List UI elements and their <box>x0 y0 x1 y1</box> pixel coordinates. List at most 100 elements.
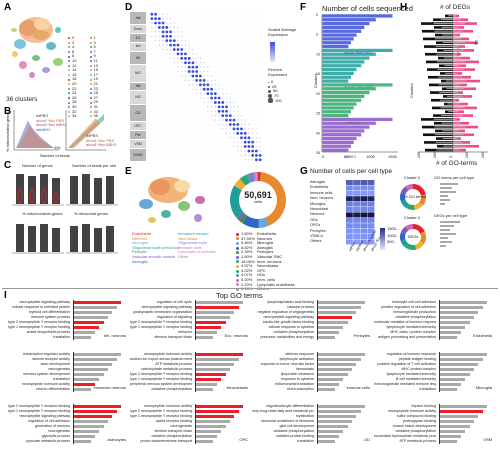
cluster-bar <box>322 121 376 125</box>
dotplot-dot <box>248 53 250 55</box>
dotplot-dot <box>218 13 220 15</box>
dotplot-dot <box>252 22 254 24</box>
dotplot-dot <box>173 31 175 33</box>
go-term-bar <box>195 383 218 387</box>
dotplot-dot <box>244 18 246 19</box>
dotplot-dot <box>228 123 232 126</box>
heatmap-cell <box>346 190 353 196</box>
dotplot-dot <box>181 35 183 37</box>
dotplot-dot <box>244 84 246 86</box>
dotplot-dot <box>248 31 250 33</box>
dotplot-dot <box>188 75 190 77</box>
dotplot-dot <box>151 102 153 103</box>
dotplot-dot <box>151 53 153 55</box>
go-subpanel-celltype: Exc. neurons <box>224 333 248 338</box>
dotplot-dot <box>214 53 216 55</box>
dotplot-dot <box>177 18 179 19</box>
go-term-bar <box>73 336 91 340</box>
go-per-type-title: GO-terms per cell type <box>434 175 475 180</box>
dotplot-dot <box>192 97 194 99</box>
dotplot-dot <box>244 71 246 72</box>
dotplot-dot <box>252 71 254 72</box>
dotplot-dot <box>162 66 164 68</box>
dotplot-dot <box>188 44 190 46</box>
dotplot-dot <box>226 137 227 139</box>
cluster-bar <box>322 33 357 37</box>
cluster-bar <box>322 140 354 145</box>
divider <box>2 288 498 289</box>
dotplot-dot <box>214 110 217 112</box>
dotplot-dot <box>155 146 156 147</box>
dotplot-dot <box>192 137 194 139</box>
dotplot-dot <box>240 150 243 152</box>
dotplot-dot <box>229 106 231 108</box>
heatmap-cell <box>360 212 368 218</box>
dotplot-dot <box>176 52 180 56</box>
dotplot-dot <box>241 35 242 37</box>
dotplot-dot <box>177 102 179 103</box>
dotplot-dot <box>237 119 239 121</box>
dotplot-dot <box>222 123 224 126</box>
dotplot-dot <box>241 106 242 108</box>
dotplot-dot <box>151 35 153 37</box>
dotplot-dot <box>233 97 235 99</box>
dotplot-dot <box>241 31 242 33</box>
dotplot-dot <box>188 119 190 121</box>
go-term-label: oxidative phosphorylation <box>273 429 314 433</box>
dotplot-dot <box>222 84 224 86</box>
dotplot-dot <box>151 80 153 81</box>
dotplot-dot <box>222 49 224 50</box>
panel-c-title-4: % ribosomal genes <box>74 211 109 216</box>
dotplot-dot <box>229 101 231 104</box>
go-term-bar <box>195 435 218 439</box>
dotplot-pct-legend-title: Percent Expressed <box>268 67 287 77</box>
dotplot-dot <box>185 155 186 156</box>
dotplot-dot <box>170 80 171 81</box>
dotplot-dot <box>225 114 228 118</box>
dotplot-dot <box>218 57 220 59</box>
donut-slice <box>400 226 409 235</box>
dotplot-dot <box>192 132 194 134</box>
dotplot-dot <box>210 92 213 96</box>
dotplot-dot <box>158 115 160 117</box>
go-term-bar <box>195 311 235 315</box>
go-term-bar <box>439 99 456 101</box>
go-term-label: immunoglobulin production <box>393 310 436 314</box>
dotplot-dot <box>252 119 254 121</box>
dotplot-dot <box>170 110 171 112</box>
dotplot-dot <box>192 115 194 117</box>
dotplot-dot <box>166 155 168 156</box>
cluster-legend-item: 2 <box>68 40 87 46</box>
dotplot-dot <box>252 110 254 112</box>
dotplot-dot <box>203 18 205 19</box>
dotplot-dot <box>177 35 179 37</box>
go-term-bar <box>317 415 357 419</box>
cluster-bar <box>322 21 370 26</box>
dotplot-dot <box>191 61 195 65</box>
panel-h-ylabel: Clusters <box>409 83 414 98</box>
y-tick-label: 25 <box>316 112 320 116</box>
dotplot-dot <box>162 155 164 156</box>
go-term-bar <box>438 84 460 86</box>
dotplot-dot <box>252 44 254 46</box>
go-term-label: type 2 neuropeptide Y receptor binding <box>8 404 70 408</box>
go-term-bar <box>195 301 243 305</box>
go-term-bar <box>195 368 231 372</box>
go-term-bar <box>439 358 483 362</box>
cells-per-type-heatmap <box>346 180 375 245</box>
dotplot-row-group: Inh <box>130 42 146 51</box>
panel-e-labels-right: Immature neuron Neuroblast Oligodendrocy… <box>178 231 216 259</box>
dotplot-dot <box>214 71 216 72</box>
go-term-label: neurogenesis <box>170 424 192 428</box>
go-term-bar <box>73 388 91 392</box>
dotplot-dot <box>259 31 261 33</box>
go-term-label: amide biosynthetic process <box>26 330 70 334</box>
dotplot-dot <box>199 70 202 73</box>
dotplot-dot <box>259 75 261 77</box>
y-tick-label: 0 <box>316 13 318 17</box>
cluster-bar <box>322 144 351 148</box>
heatmap-cell <box>360 207 368 212</box>
dotplot-dot <box>244 53 246 55</box>
y-tick-label: 5 <box>316 33 318 37</box>
dotplot-dot <box>237 155 239 156</box>
